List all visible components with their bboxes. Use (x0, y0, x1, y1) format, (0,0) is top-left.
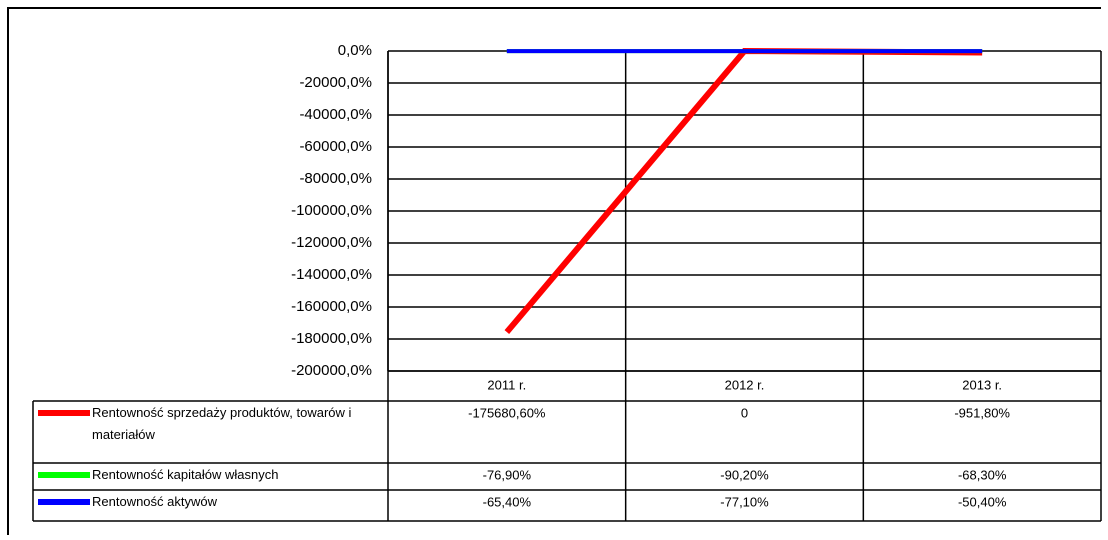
legend-label-box: Rentowność sprzedaży produktów, towarów … (92, 402, 384, 462)
data-label: -65,40% (483, 494, 532, 509)
data-label: -951,80% (954, 405, 1010, 420)
data-label: -76,90% (483, 467, 532, 482)
data-label: -90,20% (720, 467, 769, 482)
y-tick-label: -20000,0% (299, 74, 372, 91)
series-line (507, 51, 982, 332)
data-label: -77,10% (720, 494, 769, 509)
y-tick-label: -120000,0% (291, 234, 372, 251)
legend-label: Rentowność aktywów (92, 491, 384, 513)
data-label: -175680,60% (468, 405, 546, 420)
y-tick-label: -40000,0% (299, 106, 372, 123)
x-tick-label: 2012 r. (725, 377, 765, 392)
y-tick-label: -200000,0% (291, 362, 372, 379)
legend-label: Rentowność kapitałów własnych (92, 464, 384, 486)
data-label: -68,30% (958, 467, 1007, 482)
y-tick-label: -140000,0% (291, 266, 372, 283)
y-tick-label: 0,0% (338, 42, 372, 59)
legend-label: Rentowność sprzedaży produktów, towarów … (92, 402, 384, 446)
y-tick-label: -160000,0% (291, 298, 372, 315)
data-label: -50,40% (958, 494, 1007, 509)
y-tick-label: -100000,0% (291, 202, 372, 219)
y-tick-label: -80000,0% (299, 170, 372, 187)
x-tick-label: 2011 r. (487, 377, 526, 392)
x-tick-label: 2013 r. (962, 377, 1002, 392)
y-tick-label: -60000,0% (299, 138, 372, 155)
legend-label-box: Rentowność kapitałów własnych (92, 464, 384, 489)
y-tick-label: -180000,0% (291, 330, 372, 347)
data-label: 0 (741, 405, 748, 420)
legend-label-box: Rentowność aktywów (92, 491, 384, 520)
